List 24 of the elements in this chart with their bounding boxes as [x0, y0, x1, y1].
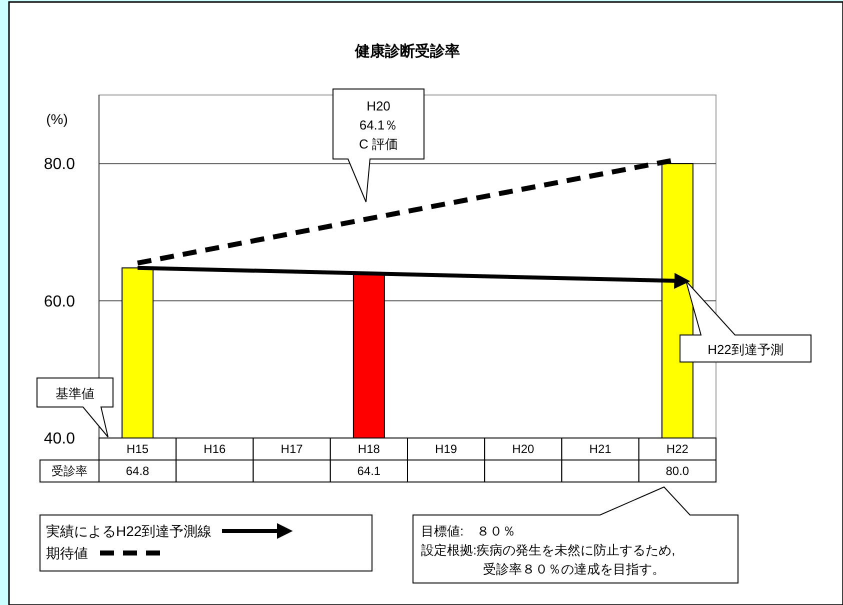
- text: 設定根拠:疾病の発生を未然に防止するため,受診率８０％の達成を目指す。: [421, 542, 676, 576]
- x-tick-label: H22: [666, 442, 689, 456]
- text: 受診率: [52, 464, 88, 478]
- x-tick-label: H16: [204, 442, 226, 456]
- text: 基準値: [56, 386, 94, 401]
- annotation: H20 64.1％ C 評価: [359, 98, 398, 152]
- chart-title: 健康診断受診率: [354, 42, 460, 60]
- data-label: 80.0: [666, 464, 690, 478]
- legend-label: 期待値: [46, 544, 88, 561]
- y-tick-label: 80.0: [44, 156, 76, 174]
- text: 目標値: ８０％: [421, 524, 516, 538]
- x-tick-label: H21: [589, 442, 612, 456]
- x-tick-label: H18: [358, 442, 380, 456]
- data-label: 64.8: [126, 464, 150, 478]
- y-axis-title: (%): [46, 111, 68, 127]
- y-tick-label: 40.0: [44, 430, 76, 448]
- legend-label: 実績によるH22到達予測線: [46, 522, 212, 539]
- x-tick-label: H19: [435, 442, 458, 456]
- x-tick-label: H17: [280, 442, 304, 456]
- x-tick-label: H15: [126, 442, 149, 456]
- x-tick-label: H20: [512, 442, 535, 456]
- annotation: H22到達予測: [708, 342, 784, 357]
- y-tick-label: 60.0: [44, 293, 76, 310]
- data-label: 64.1: [357, 464, 381, 478]
